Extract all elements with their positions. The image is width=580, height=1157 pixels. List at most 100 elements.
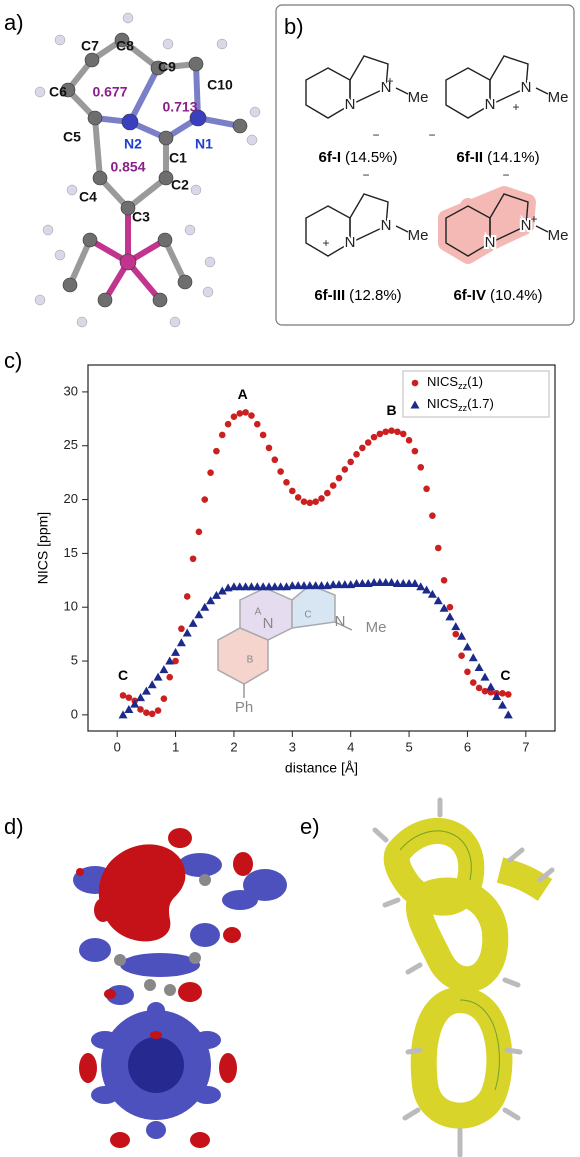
x-tick-label: 5 <box>405 739 412 754</box>
annotation: B <box>386 402 396 418</box>
point <box>398 579 408 588</box>
legend-label: NICSzz(1.7) <box>427 396 494 413</box>
legend-frame <box>402 370 550 418</box>
inset-label: N <box>263 615 274 632</box>
ring-b <box>217 627 269 685</box>
point <box>376 430 384 438</box>
atom-sphere <box>60 82 76 98</box>
point <box>394 428 401 436</box>
structure-name: 6f-IV <box>453 287 486 304</box>
point <box>492 692 502 701</box>
point <box>452 630 460 638</box>
inset-label: A <box>255 607 262 618</box>
structure-name: 6f-II <box>456 149 483 166</box>
ring <box>489 193 529 245</box>
x-tick-label: 7 <box>522 739 529 754</box>
x-tick-label: 1 <box>172 739 179 754</box>
point <box>283 479 290 486</box>
point <box>475 684 483 692</box>
point <box>124 704 134 713</box>
point <box>469 679 477 686</box>
atom-sphere <box>97 292 113 308</box>
point <box>130 699 140 708</box>
point <box>480 672 490 681</box>
point <box>388 427 395 434</box>
point <box>136 693 146 702</box>
point <box>171 647 181 656</box>
atom-sphere <box>84 52 100 68</box>
point <box>433 596 443 605</box>
point <box>445 612 455 621</box>
methyl-bond <box>395 87 409 95</box>
panel-label: a) <box>4 10 24 35</box>
point <box>166 673 174 681</box>
atom-label: C5 <box>63 129 81 145</box>
annotation: A <box>238 386 248 402</box>
atom-symbol: N <box>485 234 496 251</box>
point <box>399 430 407 438</box>
inset-label: Ph <box>235 699 253 716</box>
atom-sphere <box>158 170 174 186</box>
point <box>439 603 449 612</box>
isosurface <box>73 828 287 1148</box>
structure-name: 6f-I <box>318 149 341 166</box>
point <box>392 579 402 588</box>
point <box>178 625 185 633</box>
point <box>229 582 239 591</box>
atom-symbol: N <box>521 79 532 96</box>
atom-label: N1 <box>195 136 213 152</box>
atom-sphere <box>177 274 193 290</box>
point <box>252 582 262 591</box>
point <box>305 581 315 590</box>
atom-symbol: N <box>345 234 356 251</box>
point <box>270 582 280 591</box>
atom-symbol: + <box>322 236 329 250</box>
bond <box>127 65 161 125</box>
point <box>289 487 296 495</box>
point <box>183 593 191 600</box>
point <box>481 687 489 695</box>
weight: (14.5%) <box>345 149 398 166</box>
panel-b-frame <box>275 4 575 326</box>
point <box>464 668 471 676</box>
point <box>182 628 192 637</box>
atom-symbol: Me <box>548 89 569 106</box>
atom-sphere <box>87 110 103 126</box>
point <box>486 682 496 691</box>
point <box>458 652 465 659</box>
bond <box>162 237 188 285</box>
point <box>160 695 168 703</box>
x-tick-label: 0 <box>114 739 121 754</box>
point <box>341 466 349 473</box>
point <box>457 631 467 640</box>
bond <box>92 115 103 181</box>
point <box>499 690 506 697</box>
panel-label: e) <box>300 814 320 839</box>
atom-label: C4 <box>79 189 97 205</box>
point <box>357 579 367 588</box>
atom-label: C9 <box>158 59 176 75</box>
point <box>211 590 221 599</box>
atom-label: C8 <box>116 38 134 54</box>
point <box>259 431 267 439</box>
methyl-bond <box>395 225 409 233</box>
point <box>258 582 268 591</box>
inset-label: C <box>304 610 311 621</box>
hydrogen <box>169 316 181 328</box>
y-tick-label: 0 <box>71 706 78 721</box>
point <box>427 589 437 598</box>
structure-name: 6f-III <box>314 287 345 304</box>
y-tick-label: 10 <box>64 599 78 614</box>
atom-sphere <box>158 130 174 146</box>
atom-sphere <box>92 170 108 186</box>
point <box>335 474 343 482</box>
point <box>334 580 344 589</box>
bond <box>193 61 201 121</box>
hydrogen <box>184 224 196 236</box>
point <box>451 622 461 631</box>
point <box>468 653 478 662</box>
point <box>311 581 321 590</box>
point <box>429 512 436 520</box>
point <box>353 451 360 458</box>
